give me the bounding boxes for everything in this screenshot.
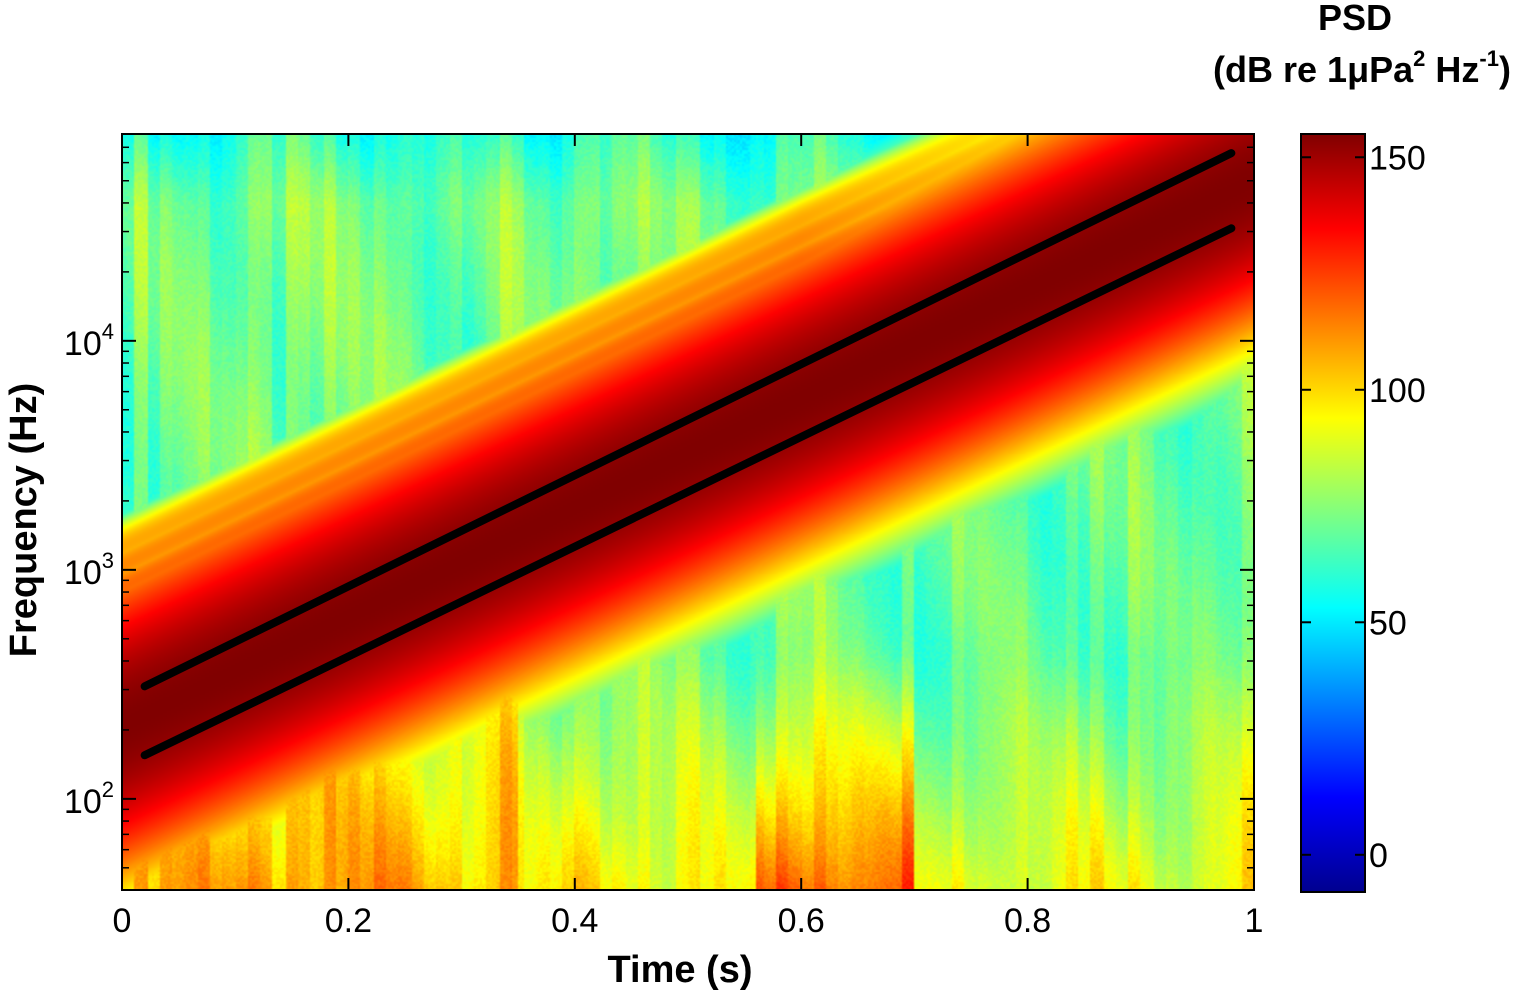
y-tick-label: 102: [64, 777, 114, 821]
x-tick-label: 0.8: [1004, 902, 1051, 940]
colorbar-tick-label: 150: [1369, 139, 1426, 177]
colorbar-tick-label: 50: [1369, 604, 1407, 642]
colorbar-title-line1: PSD: [1318, 0, 1392, 38]
y-tick-label: 104: [64, 319, 114, 363]
colorbar-tick-label: 100: [1369, 372, 1426, 410]
colorbar: 150 100 50 0 PSD (dB re 1μPa2 Hz-1): [1213, 0, 1511, 893]
chirp-bound-lines: [140, 149, 1236, 760]
x-tick-label: 0: [113, 902, 132, 940]
y-axis-label: Frequency (Hz): [3, 383, 45, 657]
x-tick-label: 0.4: [551, 902, 598, 940]
x-tick-label: 0.6: [778, 902, 825, 940]
spectrogram-heatmap: [122, 134, 1254, 890]
x-tick-label: 0.2: [325, 902, 372, 940]
bound-line-2: [140, 224, 1236, 760]
plot-frame: [121, 133, 1255, 891]
x-axis-label: Time (s): [607, 949, 752, 991]
x-tick-label: 1: [1245, 902, 1264, 940]
x-axis-ticks: 0 0.2 0.4 0.6 0.8 1: [113, 134, 1264, 940]
y-axis-ticks: 102 103 104: [64, 133, 1254, 891]
colorbar-gradient: [1300, 133, 1366, 893]
colorbar-ticks: 150 100 50 0: [1301, 139, 1426, 875]
colorbar-title-line2: (dB re 1μPa2 Hz-1): [1213, 46, 1511, 90]
y-tick-label: 103: [64, 548, 114, 592]
bound-line-1: [140, 149, 1236, 691]
colorbar-tick-label: 0: [1369, 837, 1388, 875]
